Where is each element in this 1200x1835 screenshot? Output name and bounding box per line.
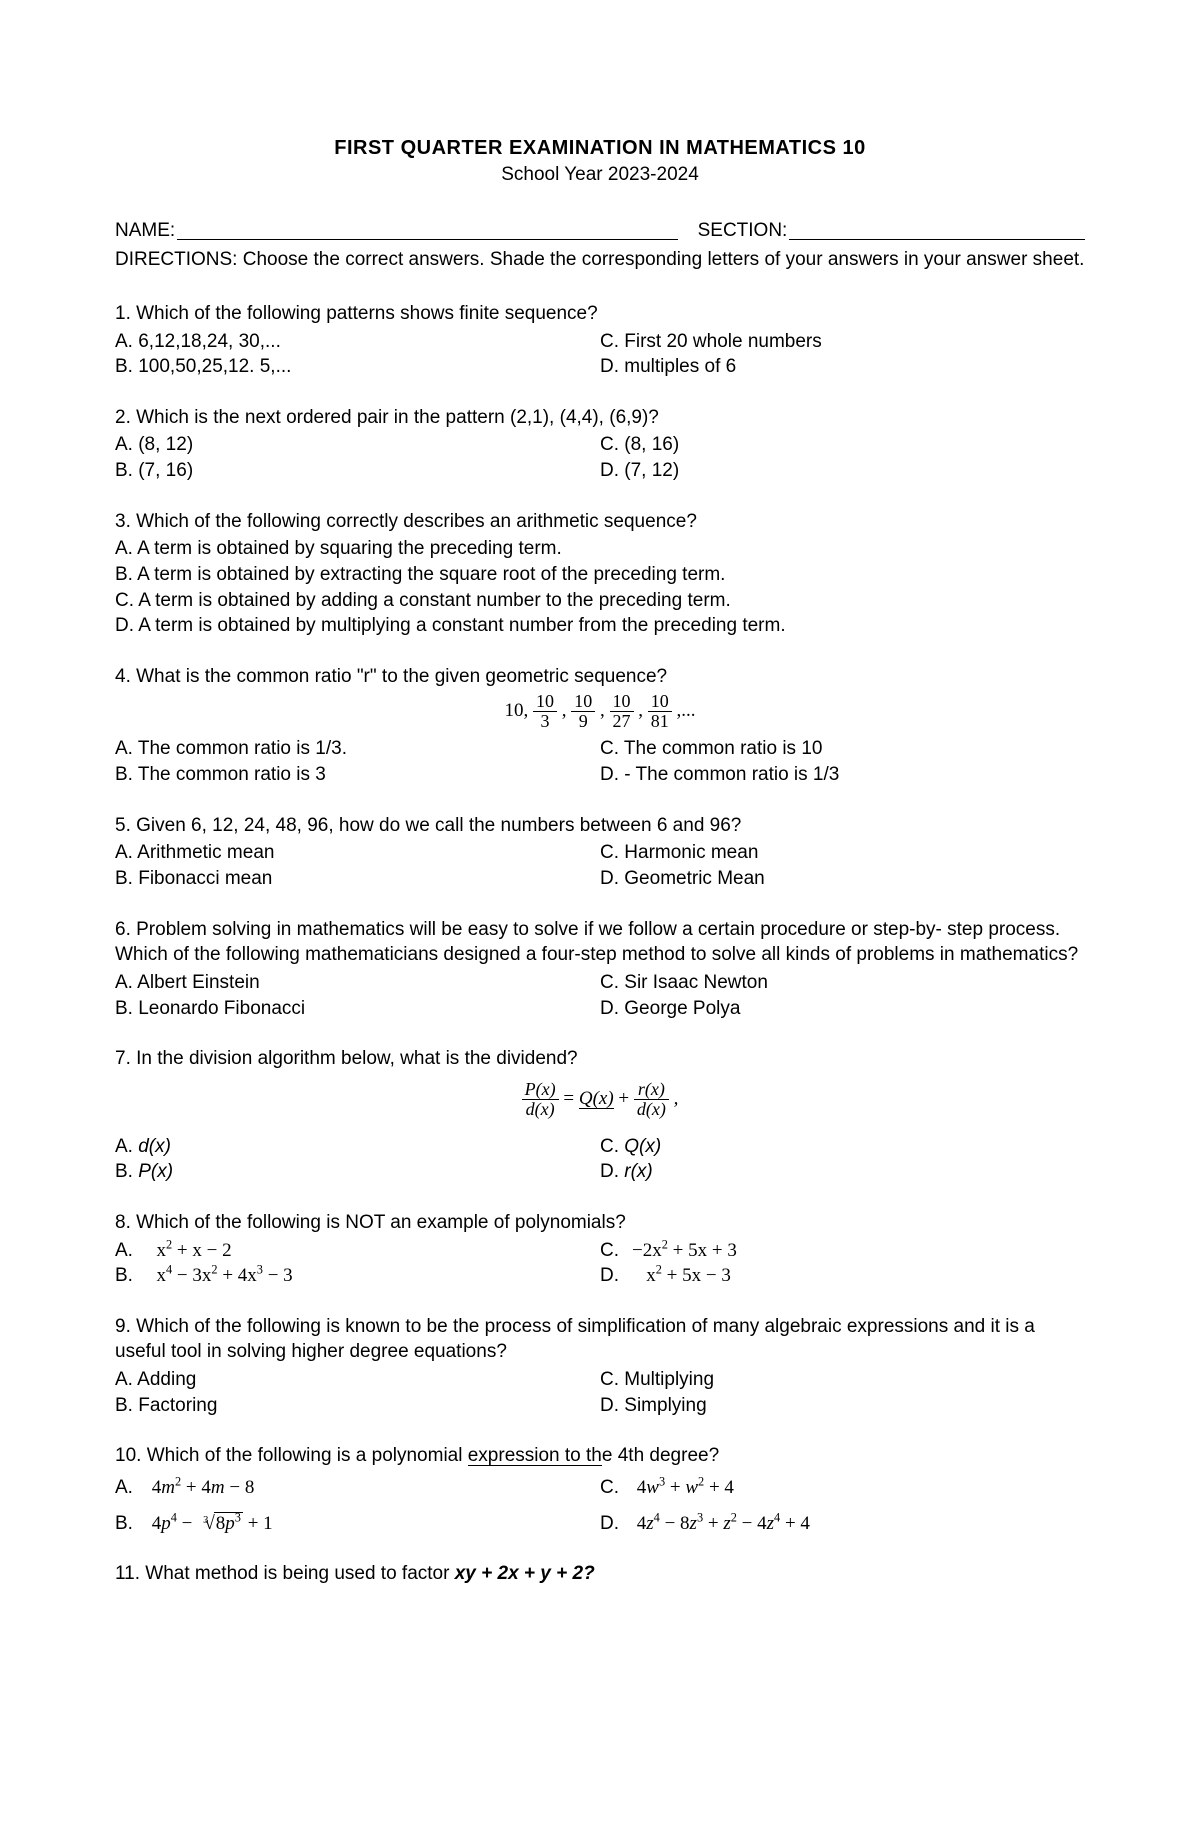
q9-opt-b: B. Factoring: [115, 1393, 600, 1419]
q1-opt-d: D. multiples of 6: [600, 354, 1085, 380]
q7-equation: P(x)d(x) = Q(x) + r(x)d(x) ,: [115, 1080, 1085, 1119]
q4-opt-b: B. The common ratio is 3: [115, 762, 600, 788]
question-6: 6. Problem solving in mathematics will b…: [115, 917, 1085, 1022]
q11-text: 11. What method is being used to factor …: [115, 1561, 1085, 1587]
section-label: SECTION:: [698, 218, 788, 244]
q10-opt-a: A. 4m2 + 4m − 8: [115, 1475, 600, 1501]
q1-text: 1. Which of the following patterns shows…: [115, 301, 1085, 327]
q3-opt-d: D. A term is obtained by multiplying a c…: [115, 613, 1085, 639]
question-11: 11. What method is being used to factor …: [115, 1561, 1085, 1587]
q2-text: 2. Which is the next ordered pair in the…: [115, 405, 1085, 431]
q10-opt-b: B. 4p4 − 3√8p3 + 1: [115, 1511, 600, 1537]
q2-opt-b: B. (7, 16): [115, 458, 600, 484]
q6-opt-a: A. Albert Einstein: [115, 970, 600, 996]
q4-opt-c: C. The common ratio is 10: [600, 736, 1085, 762]
question-10: 10. Which of the following is a polynomi…: [115, 1443, 1085, 1536]
q3-text: 3. Which of the following correctly desc…: [115, 509, 1085, 535]
q8-opt-b: B. x4 − 3x2 + 4x3 − 3: [115, 1263, 600, 1289]
q4-opt-d: D. - The common ratio is 1/3: [600, 762, 1085, 788]
q7-opt-c: C. Q(x): [600, 1134, 1085, 1160]
q8-opt-d: D. x2 + 5x − 3: [600, 1263, 1085, 1289]
q9-opt-a: A. Adding: [115, 1367, 600, 1393]
name-label: NAME:: [115, 218, 175, 244]
q7-opt-d: D. r(x): [600, 1159, 1085, 1185]
name-section-row: NAME: SECTION:: [115, 218, 1085, 244]
q4-text: 4. What is the common ratio "r" to the g…: [115, 664, 1085, 690]
q6-opt-c: C. Sir Isaac Newton: [600, 970, 1085, 996]
q5-opt-a: A. Arithmetic mean: [115, 840, 600, 866]
question-8: 8. Which of the following is NOT an exam…: [115, 1210, 1085, 1289]
q4-opt-a: A. The common ratio is 1/3.: [115, 736, 600, 762]
q4-sequence: 10, 103 , 109 , 1027 , 1081 ,...: [115, 692, 1085, 731]
q1-opt-a: A. 6,12,18,24, 30,...: [115, 329, 600, 355]
q10-opt-c: C. 4w3 + w2 + 4: [600, 1475, 1085, 1501]
q1-opt-b: B. 100,50,25,12. 5,...: [115, 354, 600, 380]
directions-text: DIRECTIONS: Choose the correct answers. …: [115, 247, 1085, 273]
q5-opt-c: C. Harmonic mean: [600, 840, 1085, 866]
q1-opt-c: C. First 20 whole numbers: [600, 329, 1085, 355]
exam-header: FIRST QUARTER EXAMINATION IN MATHEMATICS…: [115, 135, 1085, 188]
q8-text: 8. Which of the following is NOT an exam…: [115, 1210, 1085, 1236]
q10-text: 10. Which of the following is a polynomi…: [115, 1443, 1085, 1469]
q5-text: 5. Given 6, 12, 24, 48, 96, how do we ca…: [115, 813, 1085, 839]
q3-opt-a: A. A term is obtained by squaring the pr…: [115, 536, 1085, 562]
q3-opt-b: B. A term is obtained by extracting the …: [115, 562, 1085, 588]
q5-opt-b: B. Fibonacci mean: [115, 866, 600, 892]
q2-opt-d: D. (7, 12): [600, 458, 1085, 484]
q9-opt-c: C. Multiplying: [600, 1367, 1085, 1393]
question-1: 1. Which of the following patterns shows…: [115, 301, 1085, 380]
section-blank[interactable]: [789, 218, 1085, 241]
q8-opt-a: A. x2 + x − 2: [115, 1238, 600, 1264]
exam-subtitle: School Year 2023-2024: [115, 162, 1085, 188]
question-5: 5. Given 6, 12, 24, 48, 96, how do we ca…: [115, 813, 1085, 892]
question-2: 2. Which is the next ordered pair in the…: [115, 405, 1085, 484]
q9-text: 9. Which of the following is known to be…: [115, 1314, 1085, 1365]
q6-opt-b: B. Leonardo Fibonacci: [115, 996, 600, 1022]
question-9: 9. Which of the following is known to be…: [115, 1314, 1085, 1419]
question-4: 4. What is the common ratio "r" to the g…: [115, 664, 1085, 788]
q7-opt-a: A. d(x): [115, 1134, 600, 1160]
q2-opt-a: A. (8, 12): [115, 432, 600, 458]
q9-opt-d: D. Simplying: [600, 1393, 1085, 1419]
q6-text: 6. Problem solving in mathematics will b…: [115, 917, 1085, 968]
q8-opt-c: C. −2x2 + 5x + 3: [600, 1238, 1085, 1264]
q2-opt-c: C. (8, 16): [600, 432, 1085, 458]
q7-opt-b: B. P(x): [115, 1159, 600, 1185]
exam-title: FIRST QUARTER EXAMINATION IN MATHEMATICS…: [115, 135, 1085, 162]
q10-opt-d: D. 4z4 − 8z3 + z2 − 4z4 + 4: [600, 1511, 1085, 1537]
q7-text: 7. In the division algorithm below, what…: [115, 1046, 1085, 1072]
question-3: 3. Which of the following correctly desc…: [115, 509, 1085, 639]
q6-opt-d: D. George Polya: [600, 996, 1085, 1022]
question-7: 7. In the division algorithm below, what…: [115, 1046, 1085, 1185]
name-blank[interactable]: [177, 218, 677, 241]
q5-opt-d: D. Geometric Mean: [600, 866, 1085, 892]
q3-opt-c: C. A term is obtained by adding a consta…: [115, 588, 1085, 614]
